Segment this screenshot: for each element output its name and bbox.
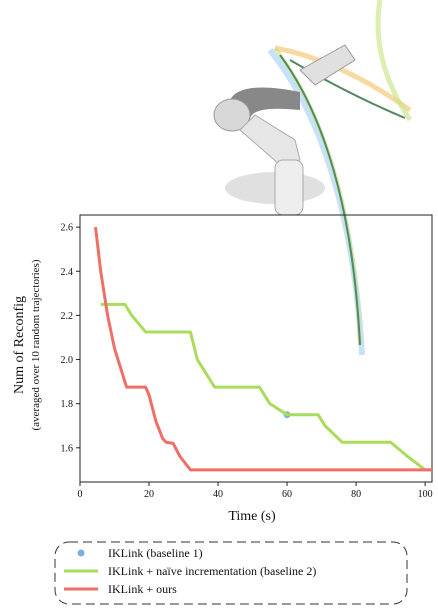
x-tick-label: 60 <box>282 489 292 500</box>
x-tick-label: 40 <box>213 489 223 500</box>
y-tick-label: 2.4 <box>61 267 74 278</box>
legend-marker <box>77 549 85 557</box>
x-tick-label: 100 <box>418 489 433 500</box>
x-axis-label: Time (s) <box>228 509 276 524</box>
legend-label: IKLink + ours <box>108 582 177 596</box>
y-axis-sublabel: (averaged over 10 random trajectories) <box>30 259 42 430</box>
robot-illustration <box>213 0 413 356</box>
x-tick-label: 80 <box>351 489 361 500</box>
legend-box <box>54 541 408 605</box>
y-tick-label: 1.8 <box>61 399 74 410</box>
legend-label: IKLink + naïve incrementation (baseline … <box>108 564 316 578</box>
x-tick-label: 20 <box>144 489 154 500</box>
y-tick-label: 2.6 <box>61 223 74 234</box>
series-line <box>94 226 432 472</box>
y-tick-label: 1.6 <box>61 443 74 454</box>
y-axis-label: Num of Reconfig <box>12 296 27 394</box>
x-tick-label: 0 <box>78 489 83 500</box>
y-tick-label: 2.0 <box>61 355 74 366</box>
series-line <box>100 302 432 472</box>
plot-frame <box>79 214 433 483</box>
y-tick-label: 2.2 <box>61 311 74 322</box>
legend-label: IKLink (baseline 1) <box>108 546 203 560</box>
